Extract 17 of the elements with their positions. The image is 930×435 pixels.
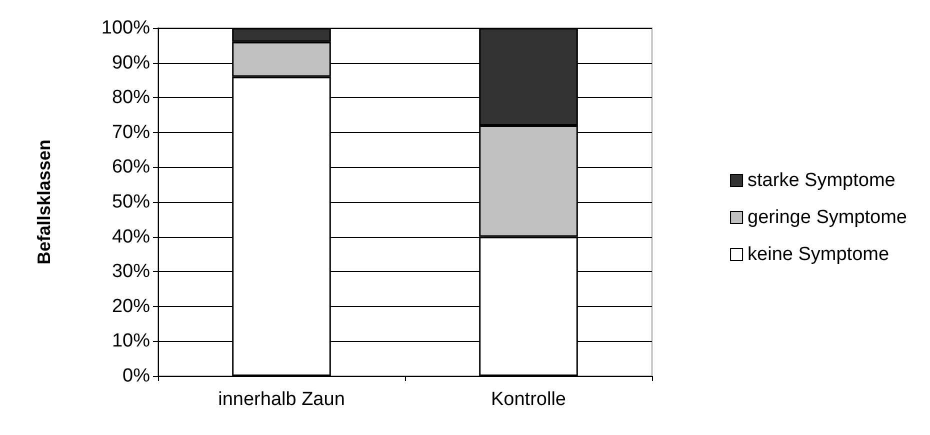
y-tick-label: 30% <box>112 261 150 282</box>
y-tick-label: 0% <box>122 366 150 386</box>
y-tick-label: 10% <box>112 330 150 352</box>
y-tick-label: 90% <box>112 52 150 74</box>
x-tick-label: innerhalb Zaun <box>218 389 345 410</box>
legend-label: starke Symptome <box>748 170 896 191</box>
y-tick-label: 80% <box>112 87 150 108</box>
legend-label: geringe Symptome <box>748 207 907 228</box>
y-tick-label: 20% <box>112 296 150 317</box>
y-tick-label: 70% <box>112 122 150 143</box>
y-tick-label: 40% <box>112 226 150 248</box>
y-tick-label: 50% <box>112 192 150 212</box>
legend-label: keine Symptome <box>748 244 890 265</box>
y-tick-label: 60% <box>112 156 150 178</box>
y-tick-label: 100% <box>101 18 150 38</box>
x-tick-label: Kontrolle <box>491 389 566 410</box>
y-axis-title: Befallsklassen <box>34 139 54 265</box>
